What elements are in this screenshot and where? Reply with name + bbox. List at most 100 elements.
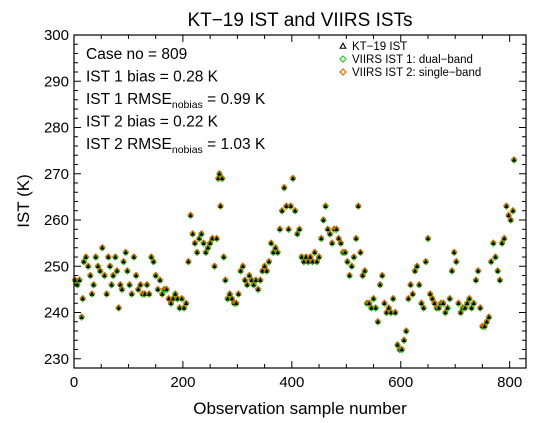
x-tick-label: 400	[279, 374, 304, 391]
data-point	[118, 285, 126, 294]
data-point	[492, 253, 499, 261]
data-point	[391, 308, 399, 317]
data-point	[163, 285, 170, 294]
data-point	[84, 262, 92, 271]
data-point	[320, 216, 327, 224]
data-point	[120, 257, 127, 266]
x-tick-label: 0	[70, 374, 78, 391]
data-point	[278, 206, 286, 215]
data-point	[235, 290, 242, 298]
data-point	[154, 285, 162, 294]
data-point	[381, 299, 388, 308]
data-point	[422, 257, 430, 266]
data-point	[474, 266, 482, 275]
data-point	[500, 234, 508, 243]
data-point	[409, 290, 417, 298]
data-point	[315, 253, 323, 261]
data-point	[265, 257, 273, 266]
data-point	[191, 239, 199, 248]
data-point	[328, 239, 336, 248]
data-point	[113, 266, 121, 275]
data-point	[101, 271, 108, 280]
data-point	[291, 206, 299, 215]
data-point	[200, 239, 207, 248]
y-tick-label: 240	[44, 305, 69, 322]
y-tick-label: 230	[44, 351, 69, 368]
data-point	[344, 257, 351, 266]
stat-line: IST 2 RMSEnobias = 1.03 K	[86, 136, 266, 156]
data-point	[341, 248, 349, 257]
data-point	[105, 253, 112, 261]
data-point	[352, 234, 360, 243]
data-point	[152, 271, 159, 280]
data-point	[92, 253, 100, 261]
data-point	[132, 271, 140, 280]
data-point	[106, 262, 114, 271]
data-point	[289, 174, 297, 183]
data-point	[217, 202, 224, 211]
data-point	[455, 299, 462, 308]
legend-marker	[339, 42, 347, 49]
data-point	[90, 280, 97, 289]
y-tick-label: 260	[44, 212, 69, 229]
data-point	[472, 276, 480, 285]
y-tick-label: 250	[44, 258, 69, 275]
data-point	[178, 294, 186, 303]
data-point	[357, 248, 364, 257]
data-point	[185, 257, 192, 266]
data-point	[108, 280, 115, 289]
data-point	[87, 271, 94, 280]
y-axis-label: IST (K)	[14, 174, 33, 228]
data-point	[350, 253, 358, 261]
data-point	[378, 271, 386, 280]
y-tick-label: 300	[44, 27, 69, 44]
data-point	[361, 266, 369, 275]
data-point	[398, 345, 406, 354]
data-point	[509, 206, 517, 215]
legend-entry: VIIRS IST 1: dual−band	[339, 54, 473, 66]
data-point	[346, 271, 353, 280]
data-point	[444, 303, 451, 312]
data-point	[79, 294, 87, 303]
data-point	[333, 225, 340, 234]
stats-annotation: Case no = 809 IST 1 bias = 0.28 K IST 1 RM…	[86, 46, 266, 156]
data-point	[78, 313, 85, 322]
data-point	[407, 280, 414, 289]
y-tick-label: 270	[44, 166, 69, 183]
data-point	[280, 183, 288, 192]
data-point	[145, 290, 153, 298]
data-point	[311, 248, 319, 257]
data-point	[402, 327, 410, 335]
data-point	[88, 290, 96, 298]
data-point	[109, 271, 117, 280]
legend-label: VIIRS IST 1: dual−band	[352, 54, 473, 66]
data-point	[285, 225, 292, 234]
data-point	[510, 155, 518, 164]
data-point	[76, 276, 83, 285]
data-points	[71, 155, 518, 354]
data-point	[124, 266, 131, 275]
x-tick-label: 200	[170, 374, 195, 391]
data-point	[182, 299, 190, 308]
data-point	[372, 303, 380, 312]
y-tick-label: 290	[44, 73, 69, 90]
stat-line: IST 2 bias = 0.22 K	[86, 114, 219, 131]
data-point	[507, 216, 515, 224]
legend-label: VIIRS IST 2: single−band	[352, 67, 481, 79]
data-point	[322, 202, 329, 211]
data-point	[296, 225, 303, 234]
data-point	[448, 266, 456, 275]
data-point	[326, 229, 334, 238]
data-point	[99, 243, 106, 252]
data-point	[198, 229, 205, 238]
data-point	[213, 234, 220, 243]
data-point	[216, 169, 223, 178]
data-point	[405, 294, 412, 303]
data-point	[287, 202, 295, 211]
x-axis-label: Observation sample number	[193, 399, 407, 418]
data-point	[413, 262, 421, 271]
legend-entry: KT−19 IST	[339, 41, 407, 53]
data-point	[446, 294, 454, 303]
